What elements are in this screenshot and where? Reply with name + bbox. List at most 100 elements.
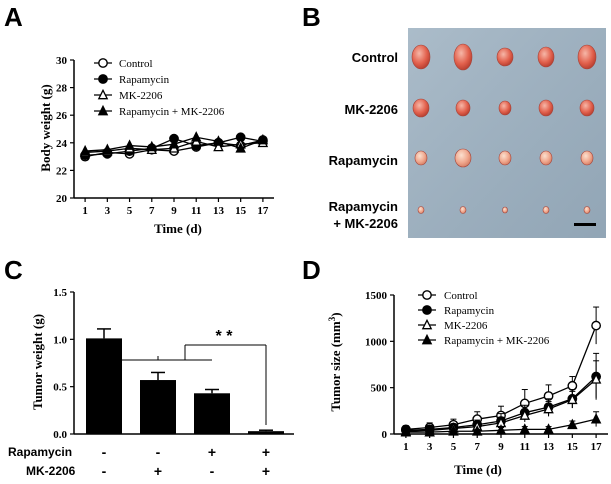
panel-a-legend-marker (98, 74, 108, 84)
panel-c-bar-0 (86, 338, 122, 434)
tumor-specimen (414, 150, 428, 166)
rapamycin-sign: - (156, 444, 161, 460)
mk2206-sign: + (262, 463, 270, 479)
panel-c-y-tick-label: 0.5 (53, 382, 67, 394)
panel-d-x-label: Time (d) (454, 462, 502, 477)
panel-d-legend-marker (421, 333, 433, 345)
tumor-specimen (502, 206, 508, 214)
panel-d-x-tick-label: 1 (403, 441, 409, 453)
panel-d-point (519, 423, 531, 434)
tumor-specimen (498, 100, 512, 116)
panel-d-x-tick-label: 9 (498, 441, 504, 453)
panel-a-x-tick-label: 11 (191, 205, 201, 217)
panel-d-legend-label: Control (444, 290, 478, 302)
panel-a-x-tick-label: 15 (235, 205, 247, 217)
panel-d-point (590, 413, 602, 424)
photo-row-label-control: Control (352, 50, 398, 65)
panel-d-y-label: Tumor size (mm3) (327, 312, 343, 411)
panel-a-y-tick-label: 26 (56, 110, 68, 122)
panel-d-point (495, 424, 507, 435)
tumor-specimen (579, 99, 595, 117)
panel-a-legend-marker (98, 58, 108, 68)
tumor-specimen (411, 44, 431, 70)
panel-d-point (567, 380, 578, 391)
tumor-specimen (459, 206, 467, 214)
panel-d-legend-marker (422, 290, 432, 300)
panel-a-x-tick-label: 17 (257, 205, 269, 217)
rapamycin-sign: + (262, 444, 270, 460)
panel-letter-c: C (4, 255, 23, 285)
panel-a-x-tick-label: 1 (82, 205, 88, 217)
panel-a-x-tick-label: 13 (213, 205, 225, 217)
tumor-specimen (412, 98, 430, 118)
panel-a-point (190, 131, 202, 142)
panel-d-y-tick-label: 0 (382, 429, 388, 441)
tumor-specimen (496, 47, 514, 67)
panel-b-tumor-photo: Control MK-2206 Rapamycin Rapamycin + MK… (329, 28, 606, 238)
panel-d-point (519, 409, 531, 420)
tumor-specimen (537, 46, 555, 68)
panel-d-point (400, 425, 412, 437)
panel-d-legend-label: Rapamycin (444, 305, 495, 317)
panel-d-x-tick-label: 3 (427, 441, 433, 453)
panel-c-y-tick-label: 0.0 (53, 429, 67, 441)
tumor-specimen (455, 99, 471, 117)
tumor-specimen (417, 206, 425, 214)
panel-a-legend-marker (97, 104, 109, 116)
panel-d-point (424, 425, 435, 437)
tumor-grid (411, 43, 597, 214)
panel-c-tumor-weight-chart: Tumor weight (g) Rapamycin MK-2206 0.0 0.… (8, 287, 294, 479)
tumor-specimen (542, 206, 550, 214)
panel-c-y-label: Tumor weight (g) (30, 314, 45, 410)
panel-c-bar-3 (248, 431, 284, 434)
panel-d-point (590, 373, 602, 384)
panel-d-point (543, 402, 554, 414)
panel-a-x-tick-label: 5 (127, 205, 133, 217)
panel-a-x-label: Time (d) (154, 221, 202, 236)
panel-d-x-tick-label: 13 (543, 441, 555, 453)
panel-a-y-tick-label: 30 (56, 55, 68, 67)
panel-a-legend-marker (97, 88, 109, 100)
panel-d-y-tick-label: 1500 (365, 290, 388, 302)
panel-a-legend-label: MK-2206 (119, 90, 163, 102)
condition-label-mk2206: MK-2206 (26, 464, 76, 478)
panel-d-x-tick-label: 5 (451, 441, 457, 453)
tumor-specimen (454, 148, 472, 168)
panel-c-bar-1 (140, 380, 176, 434)
tumor-specimen (538, 99, 554, 117)
panel-a-y-tick-label: 22 (56, 165, 68, 177)
panel-a-point (213, 140, 224, 152)
panel-letter-a: A (4, 2, 23, 32)
photo-row-label-rapamycin: Rapamycin (329, 153, 398, 168)
tumor-specimen (577, 44, 597, 70)
panel-d-x-tick-label: 15 (567, 441, 579, 453)
panel-d-point (471, 425, 483, 436)
panel-d-point (448, 425, 459, 436)
rapamycin-sign: - (102, 444, 107, 460)
panel-a-legend-label: Rapamycin (119, 74, 170, 86)
panel-a-y-tick-label: 24 (56, 138, 68, 150)
panel-letter-b: B (302, 2, 321, 32)
panel-d-legend-label: Rapamycin + MK-2206 (444, 335, 550, 347)
panel-d-legend-marker (422, 305, 432, 315)
panel-a-point (213, 135, 224, 146)
photo-row-label-combo-line1: Rapamycin (329, 199, 398, 214)
tumor-specimen (580, 150, 594, 166)
panel-d-point (543, 423, 554, 434)
condition-label-rapamycin: Rapamycin (8, 445, 72, 459)
panel-a-point (102, 143, 113, 155)
panel-d-x-tick-label: 11 (520, 441, 530, 453)
panel-d-point (591, 320, 602, 331)
panel-a-y-tick-label: 20 (56, 193, 68, 205)
panel-d-x-tick-label: 17 (591, 441, 603, 453)
panel-d-point (567, 393, 578, 405)
panel-d-x-tick-label: 7 (474, 441, 480, 453)
panel-a-point (124, 139, 135, 150)
panel-a-x-tick-label: 9 (171, 205, 177, 217)
panel-a-y-label: Body weight (g) (38, 84, 53, 171)
rapamycin-sign: + (208, 444, 216, 460)
panel-a-point (168, 138, 180, 149)
